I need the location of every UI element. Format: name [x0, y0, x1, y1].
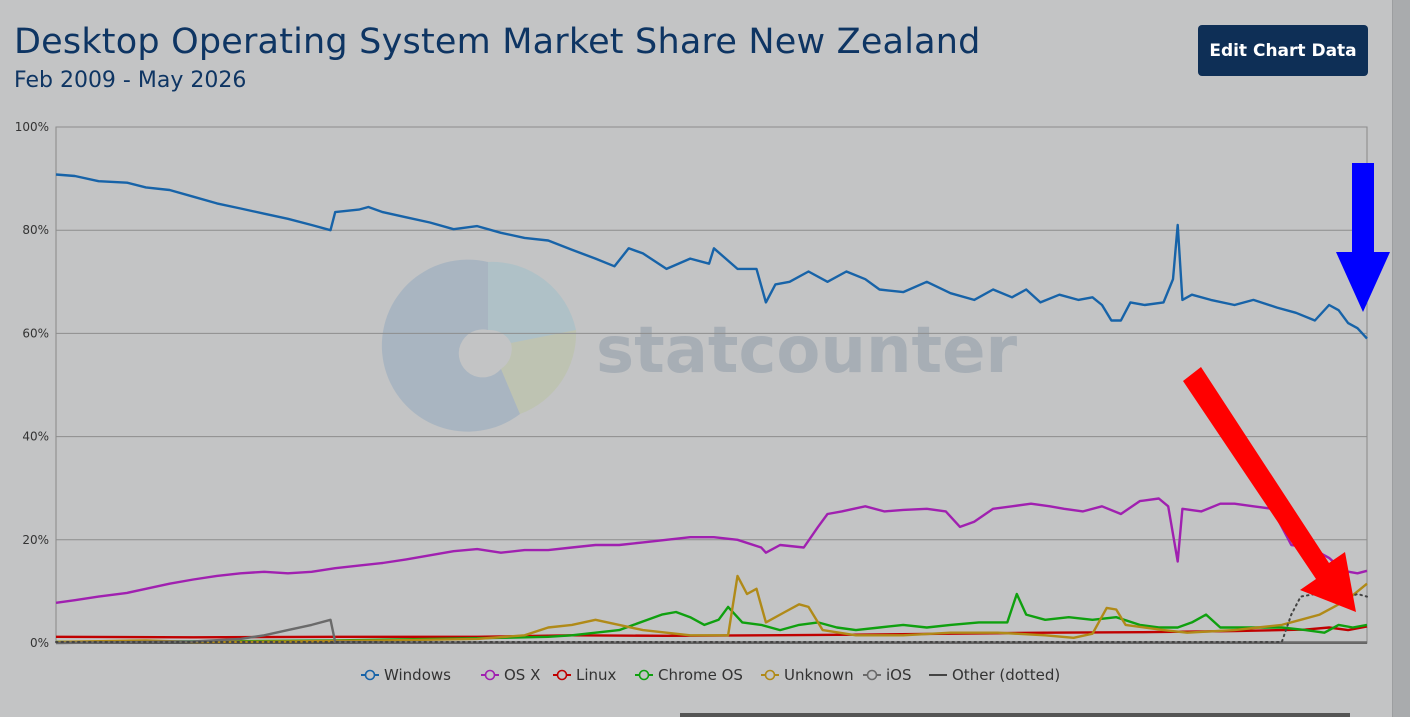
series-line-windows — [55, 173, 1368, 340]
legend-label-unknown: Unknown — [784, 666, 854, 684]
y-tick-label: 60% — [22, 326, 49, 340]
bottom-scroll-bar — [680, 713, 1350, 717]
legend-marker-ios — [866, 669, 878, 681]
legend-label-linux: Linux — [576, 666, 617, 684]
edit-chart-data-button[interactable]: Edit Chart Data — [1198, 25, 1368, 76]
legend-label-ios: iOS — [886, 666, 912, 684]
legend-marker-osx — [484, 669, 496, 681]
watermark-logo-slice-light — [488, 261, 576, 343]
legend-marker-unknown — [764, 669, 776, 681]
page-title: Desktop Operating System Market Share Ne… — [14, 22, 981, 62]
watermark-logo-slice-blue — [381, 259, 520, 432]
series-line-osx — [55, 497, 1368, 604]
y-tick-label: 100% — [15, 120, 49, 134]
legend-marker-windows — [364, 669, 376, 681]
chart-series — [55, 173, 1368, 645]
y-tick-label: 80% — [22, 223, 49, 237]
page-subtitle: Feb 2009 - May 2026 — [14, 68, 247, 93]
y-tick-label: 20% — [22, 533, 49, 547]
chart-legend: Windows OS X Linux Chrome OS Unknown iOS Other… — [361, 666, 1060, 684]
annotation-arrows — [1183, 163, 1390, 612]
legend-marker-chromeos — [638, 669, 650, 681]
legend-label-chromeos: Chrome OS — [658, 666, 743, 684]
series-line-ios — [55, 618, 1367, 645]
y-tick-label: 0% — [30, 636, 49, 650]
watermark-logo-slice-yellow — [501, 330, 577, 414]
red-arrow-annotation — [1183, 367, 1356, 612]
watermark-text: statcounter — [596, 314, 1018, 388]
y-axis-ticks: 0% 20% 40% 60% 80% 100% — [15, 120, 49, 650]
statcounter-watermark: statcounter — [381, 259, 1018, 432]
legend-label-windows: Windows — [384, 666, 451, 684]
legend-marker-linux — [556, 669, 568, 681]
series-line-chromeos — [55, 592, 1368, 644]
y-tick-label: 40% — [22, 430, 49, 444]
blue-arrow-annotation — [1336, 163, 1390, 312]
legend-label-osx: OS X — [504, 666, 540, 684]
series-line-other — [55, 593, 1368, 643]
legend-label-other: Other (dotted) — [952, 666, 1060, 684]
series-line-unknown — [55, 574, 1368, 644]
